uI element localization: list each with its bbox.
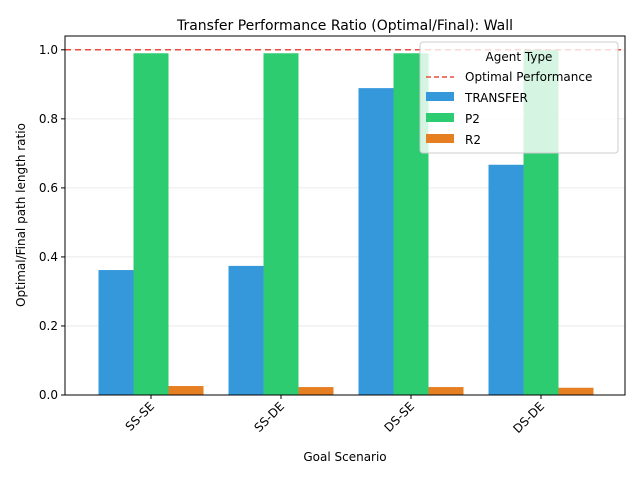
bar-transfer-ss-se [98,270,134,395]
x-tick-label: DS-DE [510,399,547,436]
y-ticks: 0.0 0.2 0.4 0.6 0.8 1.0 [39,43,65,402]
y-tick-label: 0.8 [39,112,58,126]
x-tick-label: SS-SE [123,399,157,433]
y-axis-label: Optimal/Final path length ratio [14,123,28,307]
y-tick-label: 0.4 [39,250,58,264]
y-tick-label: 0.2 [39,319,58,333]
bar-transfer-ds-de [488,164,524,395]
legend-title: Agent Type [486,50,553,64]
bar-p2-ss-se [133,53,169,396]
bar-r2-ds-se [428,387,464,395]
y-tick-label: 0.0 [39,388,58,402]
bar-p2-ss-de [263,53,299,396]
bar-r2-ss-de [298,387,334,395]
legend-label-reference: Optimal Performance [465,70,592,84]
legend-swatch-p2 [426,113,454,122]
chart-title: Transfer Performance Ratio (Optimal/Fina… [176,18,513,34]
x-tick-label: SS-DE [251,399,287,435]
legend-swatch-transfer [426,92,454,101]
x-tick-label: DS-SE [381,399,417,435]
bar-transfer-ds-se [358,88,394,396]
plot-frame [64,35,626,396]
x-ticks: SS-SE SS-DE DS-SE DS-DE [123,395,547,436]
legend-box [419,41,619,154]
legend-swatch-r2 [426,134,454,143]
legend-label-r2: R2 [465,133,481,147]
bar-transfer-ss-de [228,265,264,395]
x-axis-label: Goal Scenario [303,450,386,464]
bar-r2-ds-de [558,387,594,395]
legend-label-p2: P2 [465,112,480,126]
legend: Agent Type Optimal Performance TRANSFER … [419,41,619,154]
legend-label-transfer: TRANSFER [464,91,528,105]
y-tick-label: 1.0 [39,43,58,57]
bars [98,49,594,396]
bar-r2-ss-se [168,386,204,395]
y-tick-label: 0.6 [39,181,58,195]
